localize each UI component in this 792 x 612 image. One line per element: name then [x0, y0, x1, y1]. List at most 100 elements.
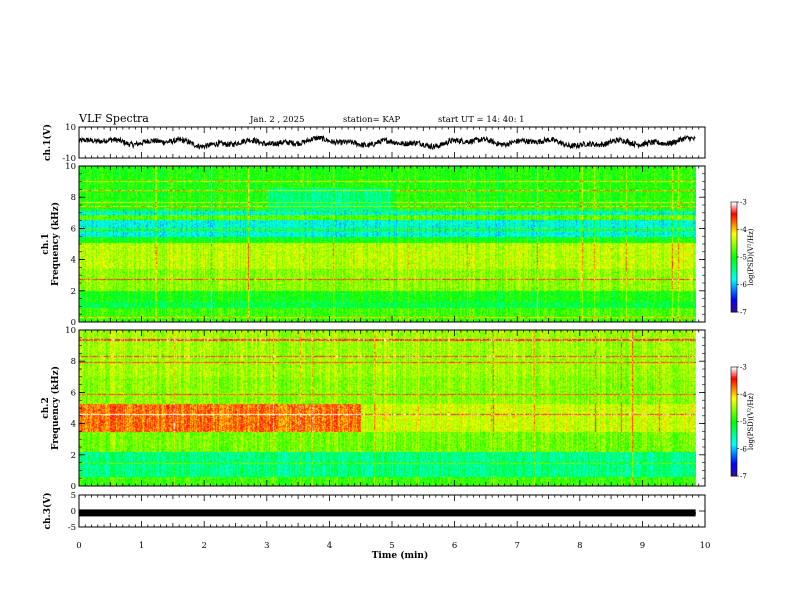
colorbar-segment — [731, 410, 737, 413]
colorbar-segment — [731, 290, 737, 293]
colorbar-segment — [731, 374, 737, 377]
colorbar-segment — [731, 306, 737, 309]
x-tick-label: 7 — [514, 541, 519, 551]
colorbar-segment — [731, 417, 737, 421]
colorbar-segment — [731, 273, 737, 276]
colorbar-segment — [731, 233, 737, 236]
colorbar-segment — [731, 472, 737, 475]
ytick-label: 8 — [71, 357, 76, 367]
ytick-label: 6 — [71, 224, 76, 234]
x-axis-label: Time (min) — [372, 550, 429, 561]
colorbar-segment — [731, 209, 737, 212]
ch1-spectrogram-image — [79, 166, 696, 322]
colorbar-label: log(PSD)(V²/Hz) — [747, 228, 755, 285]
colorbar-segment — [731, 443, 737, 446]
colorbar-segment — [731, 258, 737, 262]
colorbar-segment — [731, 470, 737, 473]
colorbar-segment — [731, 425, 737, 428]
y-axis-label-line: Frequency (kHz) — [50, 366, 61, 450]
ytick-label: 6 — [71, 388, 76, 398]
figure-title: VLF Spectra — [78, 112, 149, 125]
colorbar-segment — [731, 383, 737, 386]
colorbar-segment — [731, 441, 737, 444]
ytick-label: 2 — [71, 451, 76, 461]
colorbar-segment — [731, 236, 737, 240]
colorbar-segment — [731, 466, 737, 470]
ch3-waveform-panel: 5 0 -5 ch.3(V) — [42, 491, 706, 533]
colorbar-segment — [731, 406, 737, 410]
colorbar-segment — [731, 412, 737, 415]
colorbar-segment — [731, 235, 737, 238]
colorbar-segment — [731, 408, 737, 412]
colorbar-tick-label: -6 — [740, 281, 747, 289]
colorbar-segment — [731, 432, 737, 435]
colorbar-segment — [731, 428, 737, 432]
colorbar-segment — [731, 231, 737, 234]
ch1-colorbar: -3 -4 -5 -6 -7 log(PSD)(V²/Hz) — [730, 199, 755, 317]
colorbar-segment — [731, 214, 737, 218]
colorbar-segment — [731, 450, 737, 453]
colorbar-segment — [731, 211, 737, 214]
colorbar-segment — [731, 279, 737, 282]
colorbar-segment — [731, 225, 737, 229]
ytick-label: 2 — [71, 287, 76, 297]
colorbar-segment — [731, 288, 737, 291]
colorbar-segment — [731, 295, 737, 298]
colorbar-segment — [731, 381, 737, 384]
colorbar-segment — [731, 271, 737, 274]
colorbar-segment — [731, 216, 737, 219]
colorbar-segment — [731, 419, 737, 422]
colorbar-segment — [731, 302, 737, 306]
colorbar-segment — [731, 474, 737, 477]
colorbar-segment — [731, 260, 737, 263]
ch2-spectrogram-panel: 0 2 4 6 8 10 ch.2Frequency (kHz) — [41, 326, 706, 492]
colorbar-tick-label: -7 — [740, 473, 747, 481]
ch3-waveform-band — [79, 509, 696, 517]
colorbar-segment — [731, 280, 737, 284]
colorbar-segment — [731, 394, 737, 397]
colorbar-tick-label: -5 — [740, 418, 747, 426]
x-tick-label: 5 — [389, 541, 394, 551]
colorbar-segment — [731, 465, 737, 468]
colorbar-tick-label: -7 — [740, 309, 747, 317]
colorbar-segment — [731, 463, 737, 466]
colorbar-segment — [731, 284, 737, 287]
colorbar-segment — [731, 370, 737, 373]
colorbar-segment — [731, 426, 737, 430]
ytick-label: 10 — [65, 326, 76, 336]
colorbar-segment — [731, 244, 737, 247]
x-tick-label: 6 — [452, 541, 457, 551]
x-tick-label: 3 — [264, 541, 269, 551]
colorbar-segment — [731, 454, 737, 457]
x-tick-label: 0 — [76, 541, 81, 551]
ch1-spectrogram-panel: 0 2 4 6 8 10 ch.1Frequency (kHz) — [41, 162, 706, 328]
colorbar-segment — [731, 304, 737, 307]
y-axis-label: ch.2Frequency (kHz) — [41, 366, 61, 450]
colorbar-segment — [731, 222, 737, 225]
colorbar-segment — [731, 242, 737, 245]
x-tick-label: 1 — [139, 541, 144, 551]
colorbar-segment — [731, 377, 737, 381]
x-tick-label: 9 — [640, 541, 645, 551]
colorbar-segment — [731, 421, 737, 424]
y-axis-label-line: ch.1 — [41, 233, 51, 254]
colorbar-segment — [731, 456, 737, 459]
ytick-label: 5 — [71, 491, 76, 501]
colorbar-segment — [731, 220, 737, 223]
x-tick-label: 2 — [201, 541, 206, 551]
y-axis-label: ch.3(V) — [42, 493, 53, 530]
y-axis-label-line: ch.3(V) — [42, 493, 53, 530]
colorbar-segment — [731, 297, 737, 300]
figure-date: Jan. 2 , 2025 — [249, 115, 305, 125]
colorbar-segment — [731, 268, 737, 271]
colorbar-tick-label: -5 — [740, 254, 747, 262]
colorbar-segment — [731, 405, 737, 408]
colorbar-segment — [731, 446, 737, 450]
colorbar-segment — [731, 448, 737, 452]
x-tick-label: 10 — [700, 541, 711, 551]
colorbar-segment — [731, 368, 737, 372]
ytick-label: 8 — [71, 193, 76, 203]
colorbar-segment — [731, 436, 737, 439]
colorbar-segment — [731, 434, 737, 437]
colorbar-segment — [731, 423, 737, 426]
